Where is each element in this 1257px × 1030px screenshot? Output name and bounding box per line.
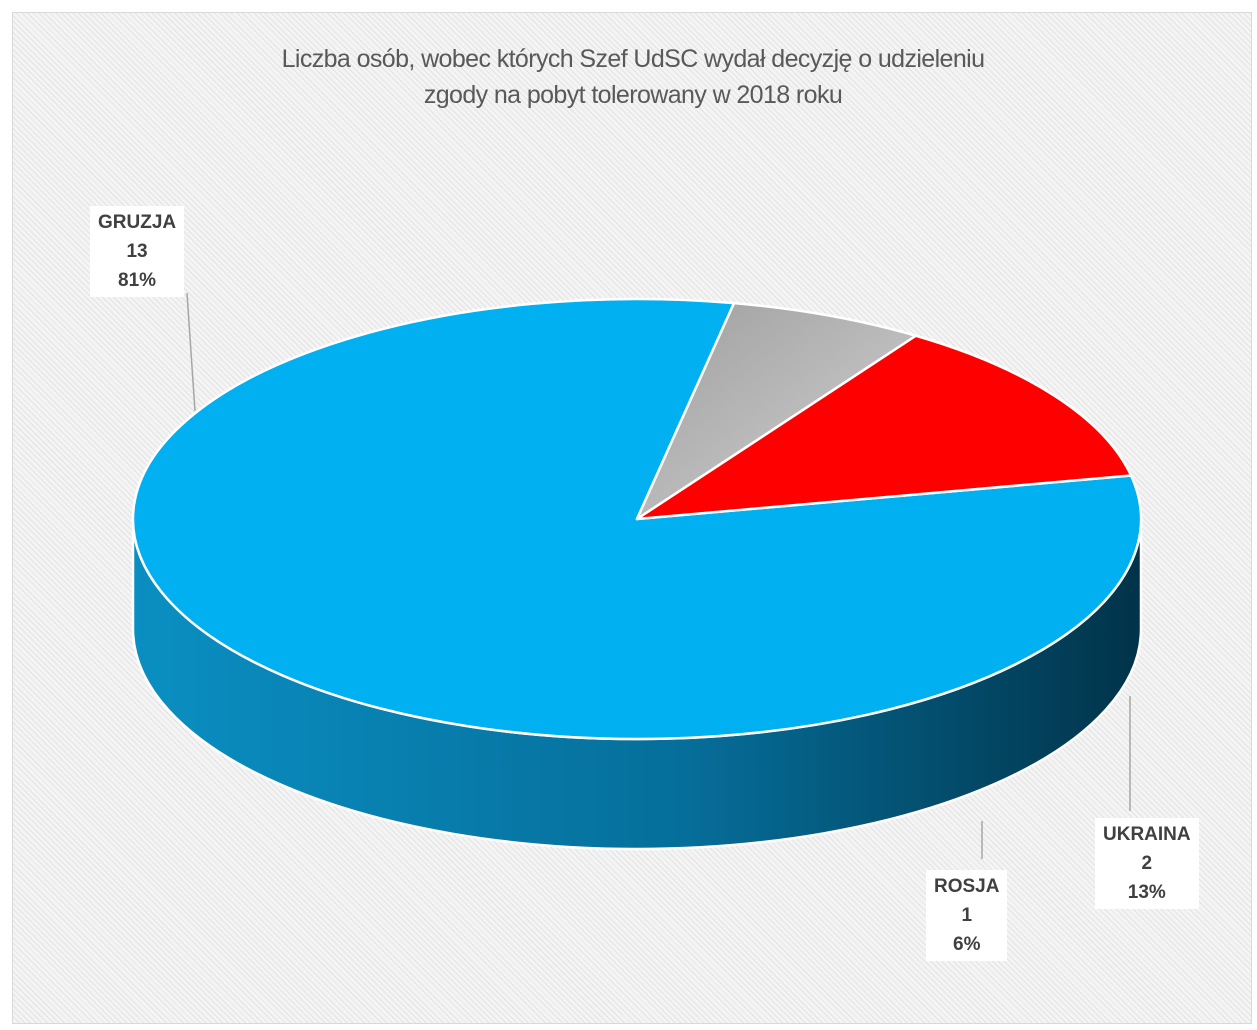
slice-percent-gruzja: 81% — [118, 270, 157, 291]
chart-area: Liczba osób, wobec których Szef UdSC wyd… — [12, 12, 1252, 1024]
slice-label-rosja: ROSJA — [934, 876, 1000, 897]
data-label-ukraina: UKRAINA 2 13% — [1095, 818, 1199, 909]
data-label-rosja: ROSJA 1 6% — [926, 870, 1008, 961]
chart-title: Liczba osób, wobec których Szef UdSC wyd… — [13, 41, 1253, 113]
pie-slice-ukraina — [635, 334, 1133, 521]
slice-value-gruzja: 13 — [126, 241, 148, 262]
slice-label-gruzja: GRUZJA — [98, 212, 177, 233]
slice-percent-rosja: 6% — [953, 934, 981, 955]
slice-value-ukraina: 2 — [1141, 853, 1153, 874]
pie-slice-rosja — [635, 301, 918, 521]
slice-label-ukraina: UKRAINA — [1103, 824, 1191, 845]
slice-percent-ukraina: 13% — [1127, 882, 1166, 903]
pie-chart — [131, 292, 1143, 859]
leader-line-gruzja — [186, 292, 196, 412]
chart-title-line-1: Liczba osób, wobec których Szef UdSC wyd… — [281, 45, 985, 73]
data-label-gruzja: GRUZJA 13 81% — [90, 206, 185, 297]
slice-value-rosja: 1 — [961, 905, 973, 926]
chart-title-line-2: zgody na pobyt tolerowany w 2018 roku — [423, 81, 843, 109]
